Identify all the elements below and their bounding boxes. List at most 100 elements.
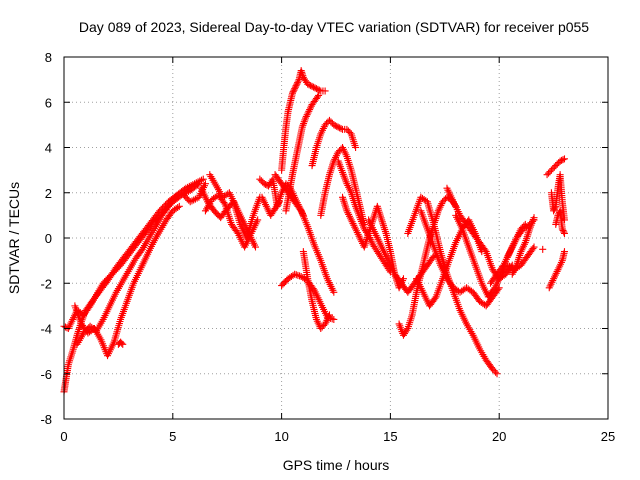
- data-point: [481, 246, 489, 254]
- data-point: [336, 147, 344, 155]
- data-point: [311, 84, 319, 92]
- data-point: [440, 196, 448, 204]
- data-point: [291, 83, 299, 91]
- data-point: [179, 190, 187, 198]
- data-point: [552, 162, 560, 170]
- x-axis-label: GPS time / hours: [283, 457, 390, 473]
- data-point: [550, 207, 558, 215]
- data-point: [290, 86, 298, 94]
- data-point: [304, 109, 312, 117]
- data-point: [530, 214, 538, 222]
- data-point: [325, 311, 333, 319]
- data-point: [257, 177, 265, 185]
- data-point: [492, 368, 500, 376]
- data-point: [220, 199, 228, 207]
- data-point: [317, 325, 325, 332]
- y-tick-label: -8: [40, 412, 52, 427]
- chart-title: Day 089 of 2023, Sidereal Day-to-day VTE…: [79, 19, 589, 35]
- data-point: [109, 269, 117, 277]
- data-point: [175, 202, 183, 210]
- data-point: [344, 127, 352, 135]
- data-point: [403, 326, 411, 334]
- data-point: [333, 122, 341, 130]
- data-point: [305, 81, 313, 89]
- data-point: [195, 180, 203, 188]
- data-point: [331, 122, 339, 130]
- x-tick-label: 15: [383, 429, 397, 444]
- data-point: [493, 370, 501, 378]
- data-point: [330, 121, 338, 129]
- data-point: [543, 171, 551, 179]
- data-point: [559, 226, 567, 234]
- data-point: [518, 223, 526, 231]
- data-point: [550, 163, 558, 171]
- data-point: [560, 248, 568, 256]
- x-tick-label: 20: [492, 429, 506, 444]
- data-point: [275, 198, 283, 206]
- data-point: [118, 339, 126, 347]
- data-point: [327, 118, 335, 126]
- data-point: [182, 193, 190, 201]
- data-point: [312, 85, 320, 93]
- data-point: [288, 89, 296, 97]
- data-point: [489, 365, 497, 373]
- data-point: [254, 216, 262, 224]
- data-point: [292, 271, 300, 279]
- data-point: [260, 180, 268, 188]
- data-point: [545, 169, 553, 177]
- data-point: [308, 82, 316, 90]
- data-point: [183, 195, 191, 203]
- data-point: [201, 180, 209, 188]
- data-point: [101, 278, 109, 286]
- y-tick-label: 6: [45, 95, 52, 110]
- y-tick-label: -2: [40, 276, 52, 291]
- data-point: [560, 228, 568, 236]
- x-tick-label: 0: [60, 429, 67, 444]
- data-point: [560, 155, 568, 163]
- axis-ticks: 0 5 10 15 20 25 -8 -6 -4 -2 0 2 4 6 8: [40, 50, 615, 444]
- data-point: [336, 124, 344, 132]
- data-point: [546, 168, 554, 176]
- data-point: [111, 267, 119, 275]
- data-point: [119, 340, 127, 348]
- data-point: [314, 93, 322, 101]
- data-point: [289, 88, 297, 96]
- data-point: [549, 165, 557, 173]
- data-point: [310, 83, 318, 91]
- grid: [64, 57, 608, 419]
- data-point: [291, 270, 299, 278]
- data-point: [303, 111, 311, 119]
- data-point: [334, 123, 342, 131]
- data-point: [337, 125, 345, 133]
- data-point: [315, 86, 323, 94]
- data-point: [521, 220, 529, 228]
- data-point: [439, 198, 447, 206]
- data-point: [330, 315, 338, 323]
- data-point: [274, 199, 282, 207]
- data-point: [343, 125, 351, 133]
- data-point: [539, 245, 547, 253]
- data-point: [108, 270, 116, 278]
- data-point: [294, 77, 302, 85]
- data-point: [517, 225, 525, 233]
- data-point: [293, 80, 301, 88]
- data-point: [520, 222, 528, 230]
- data-point: [174, 203, 182, 211]
- data-point: [558, 225, 566, 233]
- data-point: [550, 205, 558, 213]
- data-point: [198, 176, 206, 184]
- data-point: [551, 204, 559, 212]
- data-point: [431, 294, 439, 302]
- data-point: [193, 181, 201, 189]
- data-point: [199, 175, 207, 183]
- data-point: [314, 85, 322, 93]
- data-point: [553, 160, 561, 168]
- data-point: [178, 189, 186, 197]
- y-tick-label: 8: [45, 50, 52, 65]
- x-tick-label: 5: [169, 429, 176, 444]
- y-axis-label: SDTVAR / TECUs: [6, 182, 22, 294]
- y-tick-label: 0: [45, 231, 52, 246]
- y-tick-label: -6: [40, 367, 52, 382]
- x-tick-label: 25: [601, 429, 615, 444]
